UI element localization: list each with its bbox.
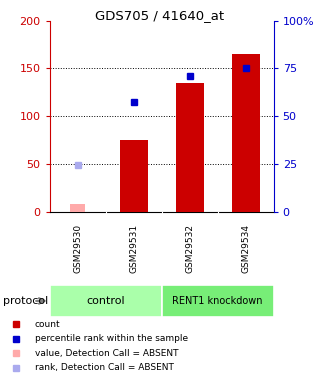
Text: value, Detection Call = ABSENT: value, Detection Call = ABSENT	[35, 349, 178, 358]
Bar	[70, 204, 85, 212]
Bar	[50, 285, 162, 317]
Text: RENT1 knockdown: RENT1 knockdown	[172, 296, 263, 306]
Bar	[120, 140, 148, 212]
Text: GSM29534: GSM29534	[241, 224, 250, 273]
Text: GDS705 / 41640_at: GDS705 / 41640_at	[95, 9, 225, 22]
Text: percentile rank within the sample: percentile rank within the sample	[35, 334, 188, 343]
Bar	[232, 54, 260, 212]
Text: GSM29532: GSM29532	[185, 224, 194, 273]
Text: rank, Detection Call = ABSENT: rank, Detection Call = ABSENT	[35, 363, 173, 372]
Text: protocol: protocol	[3, 296, 48, 306]
Bar	[162, 285, 274, 317]
Text: GSM29531: GSM29531	[129, 224, 138, 273]
Text: control: control	[86, 296, 125, 306]
Text: GSM29530: GSM29530	[73, 224, 82, 273]
Text: count: count	[35, 320, 60, 328]
Bar	[176, 83, 204, 212]
